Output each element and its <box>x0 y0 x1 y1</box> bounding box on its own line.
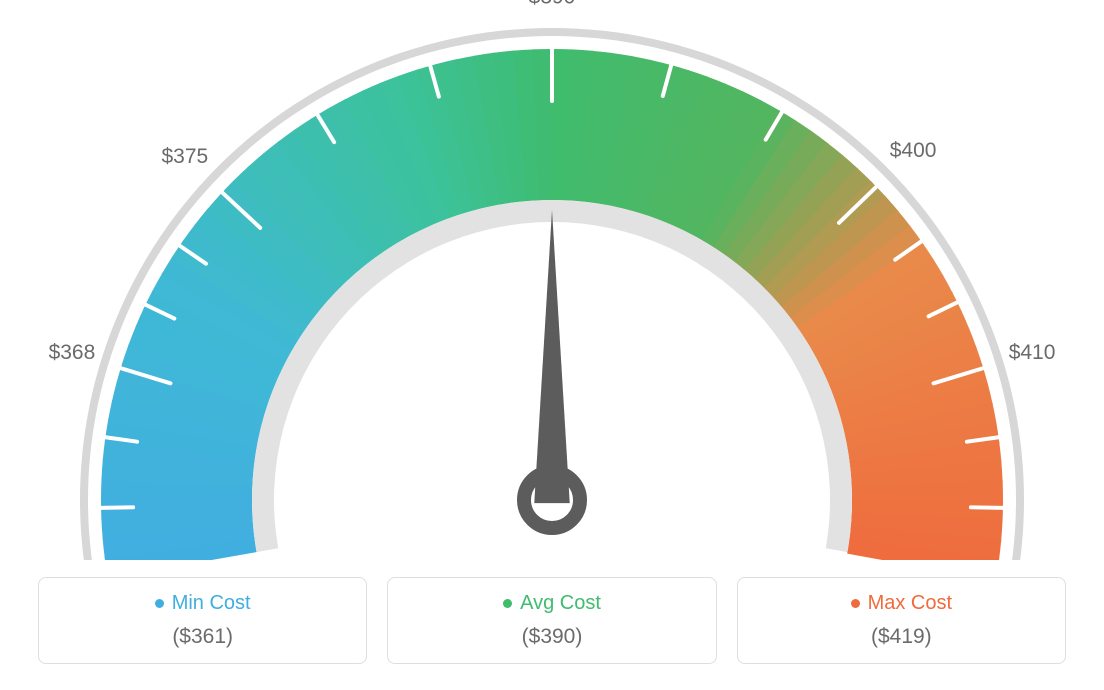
legend-title-avg: Avg Cost <box>503 592 601 615</box>
legend-title-text: Avg Cost <box>520 592 601 615</box>
legend-card-avg: Avg Cost ($390) <box>387 577 716 664</box>
dot-icon <box>155 599 164 608</box>
svg-text:$400: $400 <box>890 139 937 162</box>
gauge-chart: $361$368$375$390$400$410$419 <box>0 0 1104 560</box>
legend-title-max: Max Cost <box>851 592 952 615</box>
legend-row: Min Cost ($361) Avg Cost ($390) Max Cost… <box>38 577 1066 664</box>
legend-value-avg: ($390) <box>398 625 705 649</box>
legend-title-text: Max Cost <box>868 592 952 615</box>
svg-text:$390: $390 <box>529 0 576 9</box>
legend-value-min: ($361) <box>49 625 356 649</box>
legend-title-text: Min Cost <box>172 592 251 615</box>
legend-card-max: Max Cost ($419) <box>737 577 1066 664</box>
svg-text:$375: $375 <box>162 145 209 168</box>
legend-value-max: ($419) <box>748 625 1055 649</box>
svg-text:$410: $410 <box>1009 341 1056 364</box>
gauge-svg: $361$368$375$390$400$410$419 <box>0 0 1104 560</box>
svg-text:$368: $368 <box>49 341 96 364</box>
legend-card-min: Min Cost ($361) <box>38 577 367 664</box>
dot-icon <box>851 599 860 608</box>
legend-title-min: Min Cost <box>155 592 251 615</box>
dot-icon <box>503 599 512 608</box>
